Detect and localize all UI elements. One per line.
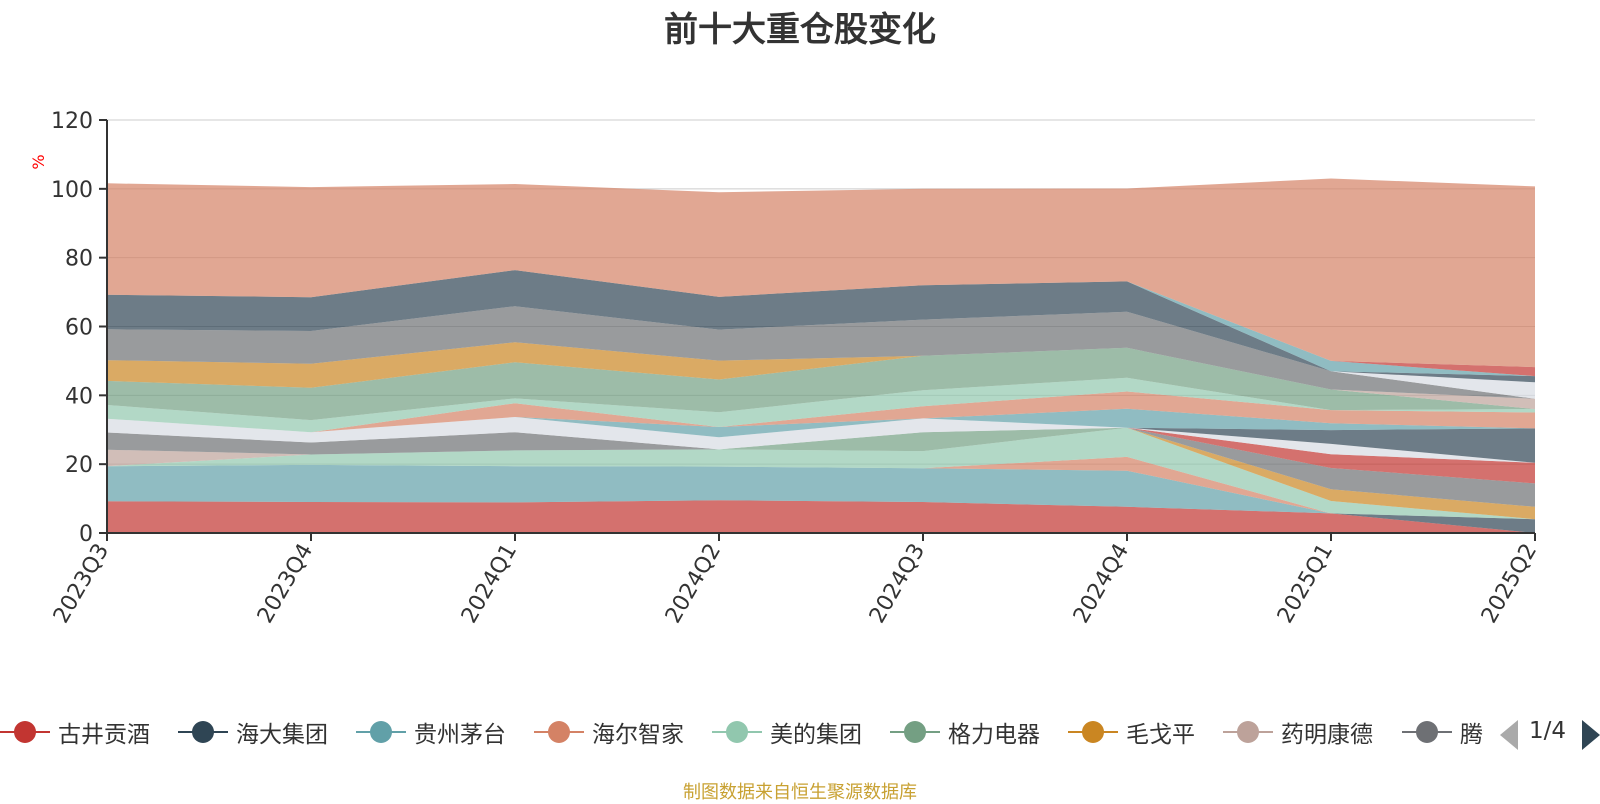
legend: 古井贡酒 海大集团 贵州茅台 海尔智家 美的集团 格力电器 毛戈平 药明康德 腾讯控股 1/4 <box>0 712 1600 752</box>
legend-marker-icon <box>1223 712 1273 752</box>
area-series-19 <box>107 306 1535 399</box>
legend-item[interactable]: 腾讯控股 <box>1402 712 1484 752</box>
area-series <box>107 178 1535 533</box>
legend-label: 美的集团 <box>770 722 862 748</box>
legend-marker-icon <box>712 712 762 752</box>
legend-marker-icon <box>0 712 50 752</box>
y-tick-label: 20 <box>65 453 93 478</box>
legend-prev-page-icon[interactable] <box>1500 720 1518 750</box>
area-series-13 <box>107 408 1535 438</box>
legend-label: 毛戈平 <box>1126 722 1195 748</box>
legend-item[interactable]: 毛戈平 <box>1068 712 1195 752</box>
area-series-22 <box>107 270 1535 377</box>
legend-items: 古井贡酒 海大集团 贵州茅台 海尔智家 美的集团 格力电器 毛戈平 药明康德 腾讯控股 <box>0 712 1484 752</box>
y-tick-label: 0 <box>79 522 93 547</box>
area-series-16 <box>107 347 1535 421</box>
legend-marker-icon <box>890 712 940 752</box>
y-tick-label: 100 <box>51 178 93 203</box>
legend-label: 格力电器 <box>948 722 1040 748</box>
legend-item[interactable]: 海尔智家 <box>534 712 684 752</box>
legend-label: 古井贡酒 <box>58 722 150 748</box>
area-series-24 <box>107 178 1535 368</box>
legend-marker-icon <box>1068 712 1118 752</box>
legend-item[interactable]: 贵州茅台 <box>356 712 506 752</box>
area-series-6 <box>107 427 1535 520</box>
area-series-5 <box>107 427 1535 520</box>
x-tick-label: 2023Q3 <box>49 540 114 628</box>
x-tick-label: 2025Q2 <box>1477 540 1542 628</box>
data-source-footnote: 制图数据来自恒生聚源数据库 <box>683 782 917 803</box>
x-tick-label: 2025Q1 <box>1273 540 1338 628</box>
x-tick-label: 2024Q2 <box>661 540 726 628</box>
legend-item[interactable]: 古井贡酒 <box>0 712 150 752</box>
legend-label: 海大集团 <box>236 722 328 748</box>
y-tick-label: 80 <box>65 247 93 272</box>
legend-label: 海尔智家 <box>592 722 684 748</box>
legend-label: 腾讯控股 <box>1460 722 1484 748</box>
legend-page-indicator: 1/4 <box>1529 718 1567 744</box>
y-tick-label: 120 <box>51 109 93 134</box>
x-tick-label: 2024Q4 <box>1069 540 1134 628</box>
area-series-17 <box>107 342 1535 410</box>
legend-label: 贵州茅台 <box>414 722 506 748</box>
area-series-3 <box>107 464 1535 520</box>
area-series-4 <box>107 456 1535 520</box>
y-tick-label: 60 <box>65 316 93 341</box>
y-tick-label: 40 <box>65 384 93 409</box>
legend-item[interactable]: 海大集团 <box>178 712 328 752</box>
x-tick-label: 2024Q3 <box>865 540 930 628</box>
x-tick-label: 2024Q1 <box>457 540 522 628</box>
area-series-1 <box>107 500 1535 533</box>
legend-label: 药明康德 <box>1281 722 1373 748</box>
chart-title: 前十大重仓股变化 <box>664 10 936 50</box>
y-axis-unit-label: % <box>29 154 48 169</box>
legend-marker-icon <box>356 712 406 752</box>
chart-canvas: 0 20 40 60 80 100 120 2023Q3 2023Q4 2024Q1 2024Q2 2… <box>29 109 1542 628</box>
area-series-14 <box>107 391 1535 433</box>
legend-item[interactable]: 格力电器 <box>890 712 1040 752</box>
area-series-15 <box>107 377 1535 433</box>
x-tick-label: 2023Q4 <box>253 540 318 628</box>
legend-next-page-icon[interactable] <box>1582 720 1600 750</box>
area-series-12 <box>107 417 1535 463</box>
legend-item[interactable]: 药明康德 <box>1223 712 1373 752</box>
area-series-21 <box>107 270 1535 383</box>
legend-item[interactable]: 美的集团 <box>712 712 862 752</box>
area-series-9 <box>107 427 1535 507</box>
legend-marker-icon <box>178 712 228 752</box>
area-series-11 <box>107 417 1535 463</box>
legend-marker-icon <box>1402 712 1452 752</box>
legend-marker-icon <box>534 712 584 752</box>
